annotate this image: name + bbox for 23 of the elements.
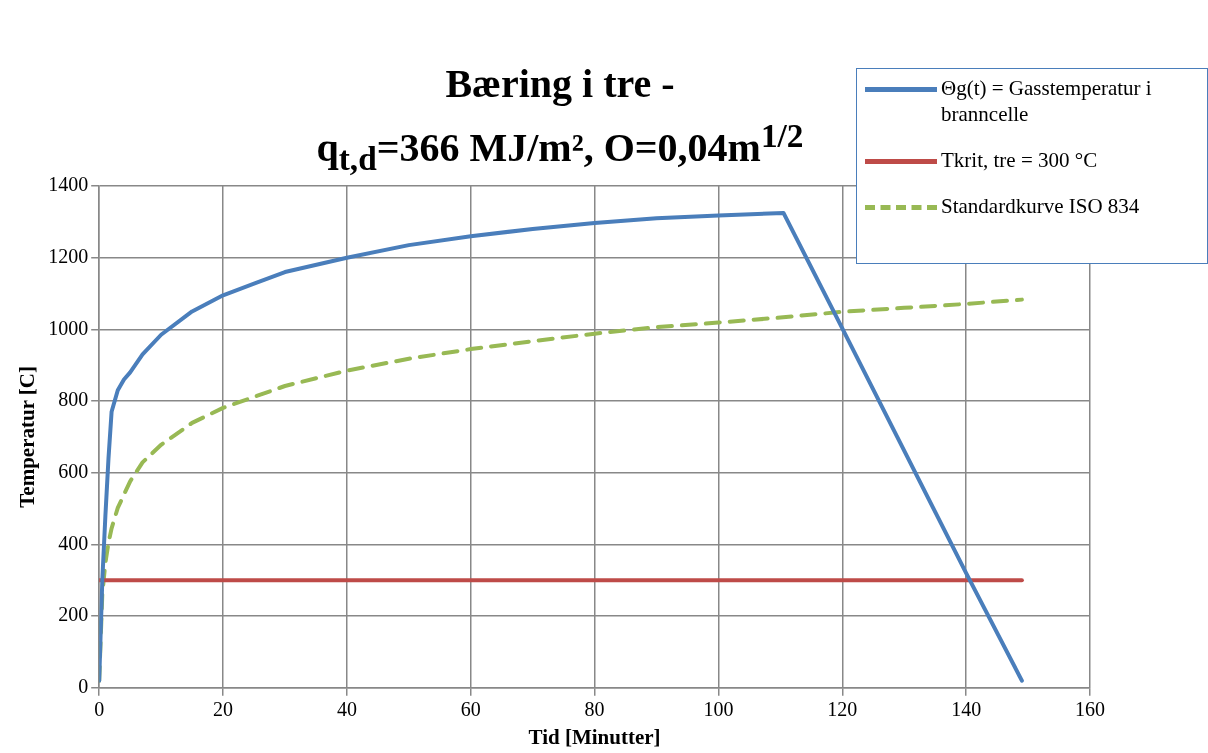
x-tick-label: 120 (827, 698, 858, 721)
chart-title: Bæring i tre - q$_{t,d}$=366 MJ/m², O=0,04m$^{1/2}$ (316, 61, 804, 178)
y-tick-label: 800 (58, 388, 89, 411)
x-tick-label: 140 (951, 698, 982, 721)
y-tick-label: 0 (78, 675, 89, 698)
x-tick-label: 100 (703, 698, 734, 721)
legend-label: Θg(t) = Gasstemperatur i branncelle (941, 75, 1153, 127)
legend-label: Tkrit, tre = 300 °C (941, 147, 1098, 173)
x-tick-label: 40 (336, 698, 357, 721)
x-tick-label: 20 (213, 698, 234, 721)
y-tick-label: 1400 (48, 173, 89, 196)
x-axis-title: Tid [Minutter] (528, 724, 661, 749)
y-tick-label: 600 (58, 459, 89, 482)
x-tick-label: 80 (584, 698, 605, 721)
y-tick-label: 1200 (48, 244, 89, 267)
y-axis-title: Temperatur [C] (15, 366, 40, 508)
x-tick-label: 60 (460, 698, 481, 721)
y-tick-label: 400 (58, 531, 89, 554)
x-tick-label: 160 (1075, 698, 1105, 721)
x-tick-label: 0 (94, 698, 105, 721)
legend-label: Standardkurve ISO 834 (941, 193, 1140, 219)
y-tick-label: 1000 (48, 316, 89, 339)
y-tick-label: 200 (58, 603, 89, 626)
